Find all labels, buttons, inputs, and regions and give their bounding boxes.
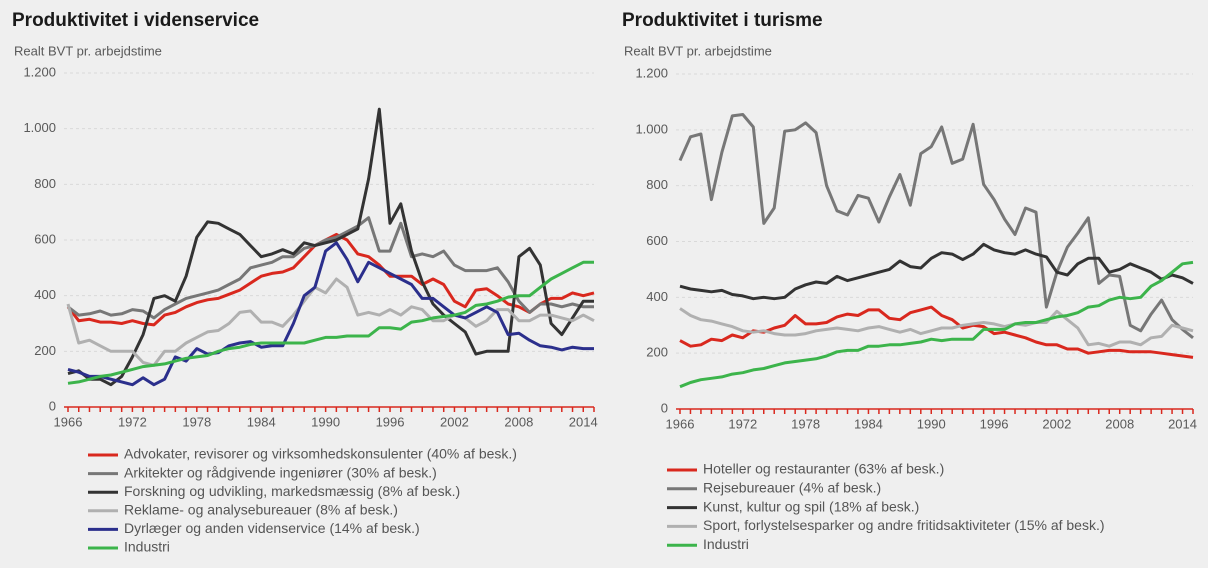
y-tick-label: 800 xyxy=(34,176,56,191)
x-tick-label: 1984 xyxy=(247,414,276,429)
y-tick-label: 1.200 xyxy=(23,64,56,79)
legend-label: Hoteller og restauranter (63% af besk.) xyxy=(703,461,944,477)
x-tick-label: 1984 xyxy=(854,416,883,431)
x-tick-label: 1972 xyxy=(728,416,757,431)
series-line xyxy=(679,307,1194,348)
y-tick-label: 0 xyxy=(661,400,668,415)
y-tick-label: 200 xyxy=(646,345,668,360)
x-tick-label: 1978 xyxy=(791,416,820,431)
x-tick-label: 1990 xyxy=(311,414,340,429)
x-tick-label: 2008 xyxy=(504,414,533,429)
y-tick-label: 600 xyxy=(646,233,668,248)
y-axis-label: Realt BVT pr. arbejdstime xyxy=(624,43,772,58)
legend-label: Arkitekter og rådgivende ingeniører (30%… xyxy=(124,464,437,480)
series-line xyxy=(679,242,1194,301)
x-tick-label: 1990 xyxy=(917,416,946,431)
y-tick-label: 600 xyxy=(34,231,56,246)
legend-label: Industri xyxy=(124,539,170,555)
series-line xyxy=(678,113,1194,339)
legend-label: Sport, forlystelsesparker og andre friti… xyxy=(703,517,1105,533)
y-tick-label: 0 xyxy=(49,398,56,413)
y-tick-label: 1.000 xyxy=(635,121,668,136)
chart-title: Produktivitet i videnservice xyxy=(12,10,259,31)
series-line xyxy=(67,241,594,387)
y-tick-label: 200 xyxy=(34,343,56,358)
x-tick-label: 2008 xyxy=(1105,416,1134,431)
series-line xyxy=(67,216,594,320)
x-tick-label: 1966 xyxy=(666,416,695,431)
chart-title: Produktivitet i turisme xyxy=(622,10,823,31)
y-tick-label: 1.000 xyxy=(23,120,56,135)
x-tick-label: 1978 xyxy=(182,414,211,429)
legend-label: Reklame- og analysebureauer (8% af besk.… xyxy=(124,502,398,518)
legend-label: Kunst, kultur og spil (18% af besk.) xyxy=(703,498,919,514)
legend-label: Forskning og udvikling, markedsmæssig (8… xyxy=(124,483,460,499)
y-tick-label: 1.200 xyxy=(635,65,668,80)
series-line xyxy=(679,260,1194,389)
y-tick-label: 800 xyxy=(646,177,668,192)
legend-label: Rejsebureauer (4% af besk.) xyxy=(703,480,881,496)
legend-label: Advokater, revisorer og virksomhedskonsu… xyxy=(124,446,517,462)
legend-label: Industri xyxy=(703,536,749,552)
x-tick-label: 2014 xyxy=(569,414,598,429)
x-tick-label: 2002 xyxy=(1042,416,1071,431)
x-tick-label: 1966 xyxy=(54,414,83,429)
x-tick-label: 1972 xyxy=(118,414,147,429)
x-tick-label: 2014 xyxy=(1168,416,1197,431)
y-tick-label: 400 xyxy=(34,287,56,302)
legend-label: Dyrlæger og anden videnservice (14% af b… xyxy=(124,520,420,536)
x-tick-label: 2002 xyxy=(440,414,469,429)
x-tick-label: 1996 xyxy=(980,416,1009,431)
series-line xyxy=(67,107,594,387)
series-line xyxy=(66,277,595,367)
series-line xyxy=(67,260,594,385)
y-tick-label: 400 xyxy=(646,289,668,304)
y-axis-label: Realt BVT pr. arbejdstime xyxy=(14,43,162,58)
x-tick-label: 1996 xyxy=(376,414,405,429)
